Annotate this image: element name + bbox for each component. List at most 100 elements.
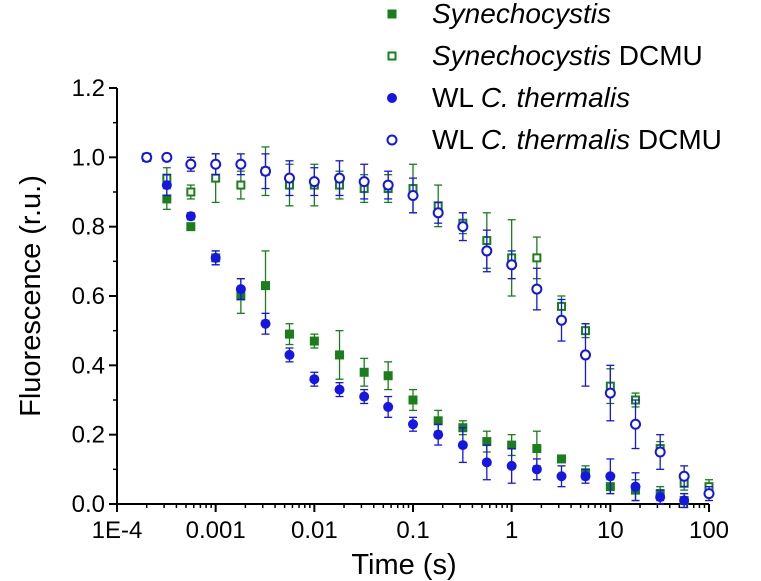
data-point xyxy=(655,492,666,503)
series-2 xyxy=(141,152,690,509)
series-0 xyxy=(142,152,689,509)
legend-label-prefix: WL xyxy=(432,82,481,113)
data-point xyxy=(532,444,542,454)
data-point xyxy=(309,336,319,346)
legend-label-suffix: DCMU xyxy=(630,124,722,155)
data-point xyxy=(433,416,443,426)
legend-marker xyxy=(387,51,397,61)
data-point xyxy=(556,471,567,482)
data-point xyxy=(383,401,394,412)
legend-marker xyxy=(387,9,397,19)
data-point xyxy=(506,259,518,271)
legend-label-italic: Synechocystis xyxy=(432,0,611,29)
legend-item-0: Synechocystis xyxy=(387,0,611,29)
y-tick-label: 1.0 xyxy=(72,144,105,171)
data-point xyxy=(309,374,320,385)
legend-label: Synechocystis DCMU xyxy=(432,40,703,71)
data-point xyxy=(358,176,370,188)
data-layer xyxy=(141,146,715,509)
data-point xyxy=(678,470,690,482)
data-point xyxy=(235,158,247,170)
data-point xyxy=(185,158,197,170)
y-tick-label: 0.6 xyxy=(72,283,105,310)
data-point xyxy=(186,187,196,197)
legend-item-1: Synechocystis DCMU xyxy=(387,40,703,71)
data-point xyxy=(161,151,173,163)
data-point xyxy=(359,391,370,402)
x-tick-label: 0.001 xyxy=(186,517,246,544)
x-tick-label: 0.01 xyxy=(291,517,338,544)
series-3 xyxy=(141,151,715,502)
data-point xyxy=(236,180,246,190)
data-point xyxy=(703,488,715,500)
axes: 1E-4 0.001 0.01 0.1 1 10 100 0.0 0.2 0.4 0.6 0.8 1.0… xyxy=(72,75,729,544)
legend-marker xyxy=(386,134,398,146)
data-point xyxy=(556,314,568,326)
legend-label-italic: C. thermalis xyxy=(481,124,630,155)
data-point xyxy=(210,158,222,170)
data-point xyxy=(284,329,294,339)
data-point xyxy=(407,189,419,201)
x-axis-title: Time (s) xyxy=(351,549,456,581)
y-tick-label: 0.2 xyxy=(72,422,105,449)
legend-label-italic: C. thermalis xyxy=(481,82,630,113)
data-point xyxy=(679,495,690,506)
x-tick-label: 10 xyxy=(597,517,624,544)
data-point xyxy=(457,440,468,451)
data-point xyxy=(579,349,591,361)
y-tick-label: 0.8 xyxy=(72,214,105,241)
data-point xyxy=(260,318,271,329)
y-tick-label: 0.0 xyxy=(72,491,105,518)
data-point xyxy=(284,349,295,360)
data-point xyxy=(161,180,172,191)
data-point xyxy=(235,284,246,295)
legend-label: WL C. thermalis DCMU xyxy=(432,124,722,155)
legend-marker xyxy=(387,93,397,103)
x-tick-label: 1E-4 xyxy=(92,517,143,544)
data-point xyxy=(334,172,346,184)
data-point xyxy=(654,446,666,458)
data-point xyxy=(261,281,271,291)
x-tick-label: 1 xyxy=(505,517,518,544)
data-point xyxy=(382,179,394,191)
data-point xyxy=(433,429,444,440)
data-point xyxy=(604,387,616,399)
data-point xyxy=(532,253,542,263)
data-point xyxy=(383,371,393,381)
data-point xyxy=(481,457,492,468)
data-point xyxy=(408,419,418,430)
y-tick-label: 0.4 xyxy=(72,352,105,379)
x-tick-label: 100 xyxy=(689,517,729,544)
data-point xyxy=(482,437,492,447)
legend-item-2: WL C. thermalis xyxy=(387,82,630,113)
data-point xyxy=(531,283,543,295)
data-point xyxy=(557,454,567,464)
data-point xyxy=(531,464,542,475)
legend-item-3: WL C. thermalis DCMU xyxy=(386,124,722,155)
data-point xyxy=(283,172,295,184)
data-point xyxy=(432,207,444,219)
data-point xyxy=(334,384,345,395)
data-point xyxy=(335,350,345,360)
data-point xyxy=(507,440,517,450)
data-point xyxy=(408,395,418,405)
x-tick-label: 0.1 xyxy=(396,517,429,544)
data-point xyxy=(308,176,320,188)
y-axis-title: Fluorescence (r.u.) xyxy=(15,175,47,417)
data-point xyxy=(162,194,172,204)
data-point xyxy=(211,173,221,183)
data-point xyxy=(210,252,221,263)
data-point xyxy=(186,222,196,232)
series-1 xyxy=(142,146,714,495)
data-point xyxy=(506,460,517,471)
legend-label-italic: Synechocystis xyxy=(432,40,611,71)
data-point xyxy=(580,471,591,482)
legend-label: WL C. thermalis xyxy=(432,82,630,113)
data-point xyxy=(457,221,469,233)
legend-label-suffix: DCMU xyxy=(611,40,703,71)
data-point xyxy=(260,165,272,177)
data-point xyxy=(141,151,153,163)
legend-label-prefix: WL xyxy=(432,124,481,155)
